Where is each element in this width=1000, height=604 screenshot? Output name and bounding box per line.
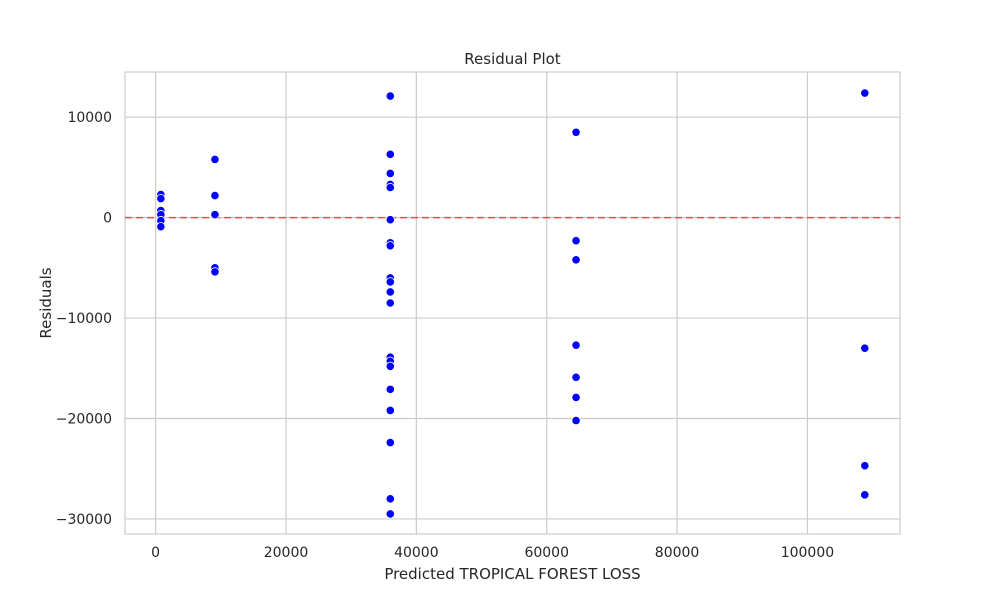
- data-point: [571, 127, 581, 137]
- y-tick-label: −10000: [56, 311, 112, 327]
- data-point: [571, 415, 581, 426]
- x-axis-label: Predicted TROPICAL FOREST LOSS: [384, 565, 640, 583]
- data-point: [385, 91, 395, 101]
- data-point: [385, 384, 395, 394]
- x-tick-label: 20000: [264, 545, 309, 561]
- y-axis-label: Residuals: [37, 267, 55, 338]
- data-point: [385, 361, 395, 371]
- data-point: [860, 490, 870, 500]
- data-point: [210, 190, 220, 201]
- data-point: [385, 405, 395, 416]
- grid-lines: [125, 72, 900, 534]
- data-point: [860, 343, 870, 353]
- data-point: [385, 509, 395, 519]
- data-point: [571, 236, 581, 246]
- data-point: [385, 494, 395, 504]
- data-point: [385, 149, 395, 159]
- x-tick-label: 80000: [655, 545, 700, 561]
- data-point: [385, 241, 395, 251]
- data-point: [571, 340, 581, 350]
- chart-title: Residual Plot: [464, 50, 561, 68]
- y-tick-label: −30000: [56, 512, 112, 528]
- data-point: [860, 461, 870, 471]
- data-point: [571, 255, 581, 265]
- data-point: [385, 215, 395, 225]
- data-points: [156, 88, 870, 519]
- data-point: [385, 287, 395, 297]
- data-point: [571, 392, 581, 403]
- x-tick-labels: 0 20000 40000 60000 80000 100000: [151, 545, 834, 561]
- data-point: [210, 210, 220, 220]
- y-tick-labels: −30000 −20000 −10000 0 10000: [56, 110, 112, 528]
- x-tick-label: 0: [151, 545, 160, 561]
- data-point: [385, 277, 395, 287]
- data-point: [210, 267, 220, 277]
- data-point: [385, 438, 395, 448]
- x-tick-label: 40000: [394, 545, 439, 561]
- data-point: [571, 372, 581, 382]
- data-point: [210, 154, 220, 164]
- y-tick-label: −20000: [56, 412, 112, 428]
- y-tick-label: 10000: [67, 110, 112, 126]
- data-point: [385, 182, 395, 193]
- data-point: [156, 193, 166, 204]
- data-point: [156, 222, 166, 232]
- x-tick-label: 60000: [524, 545, 569, 561]
- y-tick-label: 0: [103, 211, 112, 227]
- data-point: [860, 88, 870, 98]
- plot-area-frame: [124, 71, 901, 535]
- data-point: [385, 168, 395, 179]
- x-tick-label: 100000: [781, 545, 834, 561]
- data-point: [385, 298, 395, 308]
